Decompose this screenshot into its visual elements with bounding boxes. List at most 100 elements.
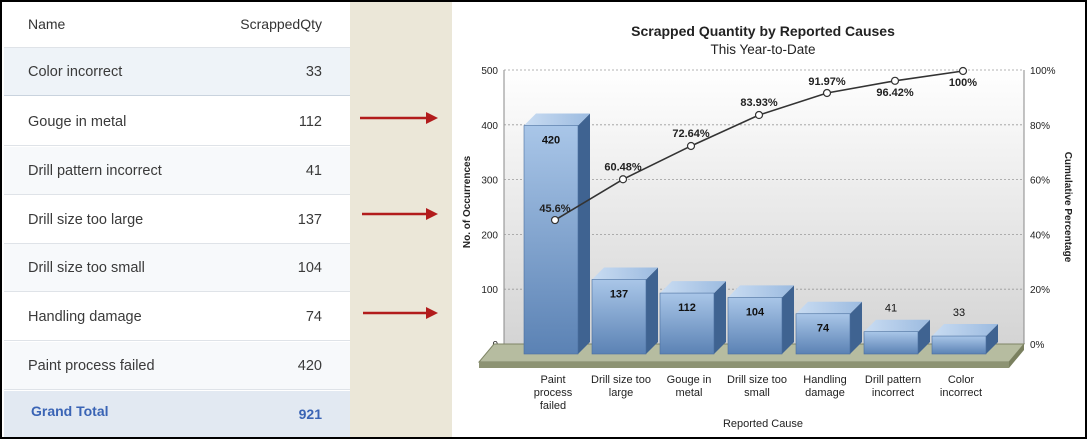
category-label: Paint process failed: [534, 374, 573, 412]
y2-axis-label: Cumulative Percentage: [1062, 152, 1073, 263]
table-row[interactable]: Color incorrect 33: [4, 48, 350, 96]
red-arrow-icon: [360, 112, 438, 124]
row-qty: 104: [297, 260, 322, 276]
gridlines: [504, 69, 1024, 290]
y-tick-label: 100: [481, 285, 498, 296]
row-name: Drill size too large: [28, 212, 144, 228]
bar: [863, 331, 919, 355]
annotation-gap: [350, 2, 452, 437]
row-qty: 74: [305, 309, 322, 325]
row-name: Color incorrect: [28, 64, 123, 80]
cumulative-label: 100%: [949, 77, 977, 89]
y-tick-label: 500: [481, 66, 498, 77]
bar-side: [646, 267, 658, 354]
chart-floor-edge: [479, 362, 1009, 368]
cumulative-point: [754, 110, 764, 120]
cumulative-point: [958, 66, 968, 76]
x-axis-label: Reported Cause: [723, 418, 803, 430]
row-name: Drill size too small: [28, 260, 145, 276]
cumulative-point: [890, 76, 900, 85]
bars: 420 137 112 104 74 41 33: [523, 113, 998, 355]
row-name: Gouge in metal: [28, 114, 127, 130]
cumulative-line: 45.6% 60.48% 72.64% 83.93% 91.97% 96.42% 100%: [539, 66, 977, 225]
cumulative-label: 45.6%: [539, 203, 570, 215]
cumulative-point: [686, 141, 696, 151]
bar-top: [932, 324, 998, 337]
row-qty: 137: [297, 212, 322, 228]
bar-side: [714, 281, 726, 354]
y-tick-label: 400: [481, 121, 498, 132]
cumulative-point: [550, 215, 560, 225]
bar-top: [864, 319, 930, 332]
cumulative-label: 91.97%: [808, 76, 846, 88]
category-labels: Paint process failed Drill size too large Gou…: [534, 374, 982, 412]
y-axis-label: No. of Occurrences: [462, 155, 473, 248]
bar-side: [850, 301, 862, 354]
scrap-table: Name ScrappedQty Color incorrect 33 Goug…: [4, 2, 350, 437]
bar: [795, 313, 851, 355]
table-row[interactable]: Drill pattern incorrect 41: [4, 147, 350, 195]
bar-value-label: 41: [885, 303, 897, 315]
bar-side: [986, 324, 998, 354]
y-tick-label: 200: [481, 230, 498, 241]
y2-tick-label: 60%: [1030, 176, 1050, 187]
category-label: Color incorrect: [940, 374, 982, 399]
bar: [591, 279, 647, 355]
y2-tick-label: 0%: [1030, 340, 1045, 351]
table-row[interactable]: Drill size too small 104: [4, 244, 350, 292]
row-name: Drill pattern incorrect: [28, 163, 162, 179]
category-label: Drill pattern incorrect: [865, 374, 921, 399]
y2-tick-label: 100%: [1030, 66, 1056, 77]
table-row[interactable]: Gouge in metal 112: [4, 98, 350, 146]
table-row[interactable]: Handling damage 74: [4, 293, 350, 341]
grand-total-value: 921: [298, 406, 322, 422]
category-label: Drill size too large: [591, 374, 651, 399]
cumulative-point: [822, 88, 832, 98]
bar-value-label: 104: [746, 306, 765, 318]
bar: [727, 297, 783, 355]
cumulative-label: 96.42%: [876, 87, 914, 99]
bar-top: [728, 285, 794, 298]
row-qty: 112: [298, 114, 322, 130]
row-name: Paint process failed: [28, 358, 155, 374]
grand-total-label: Grand Total: [31, 403, 109, 419]
bar-side: [782, 285, 794, 354]
y-tick-label: 300: [481, 176, 498, 187]
chart-title: Scrapped Quantity by Reported Causes: [631, 23, 895, 39]
y2-tick-label: 40%: [1030, 230, 1050, 241]
row-name: Handling damage: [28, 309, 142, 325]
chart-subtitle: This Year-to-Date: [710, 42, 815, 57]
y2-tick-label: 80%: [1030, 121, 1050, 132]
bar: [523, 125, 579, 355]
table-header-row: Name ScrappedQty: [4, 2, 350, 48]
cumulative-label: 83.93%: [740, 97, 778, 109]
red-arrow-icon: [362, 208, 438, 220]
category-label: Drill size too small: [727, 374, 787, 399]
bar-value-label: 137: [610, 288, 628, 300]
column-header-name[interactable]: Name: [28, 16, 66, 32]
axis-ticks: 01002003004005000%20%40%60%80%100%: [481, 66, 1055, 351]
bar-side: [578, 113, 590, 355]
column-header-scrappedqty[interactable]: ScrappedQty: [240, 16, 322, 32]
row-qty: 33: [305, 64, 322, 80]
bar-value-label: 33: [953, 307, 965, 319]
cumulative-label: 60.48%: [604, 161, 642, 173]
row-qty: 420: [297, 358, 322, 374]
red-arrow-icon: [363, 307, 438, 319]
table-row[interactable]: Paint process failed 420: [4, 342, 350, 390]
cumulative-point: [618, 175, 628, 184]
table-row[interactable]: Drill size too large 137: [4, 196, 350, 244]
chart-canvas: Scrapped Quantity by Reported Causes Thi…: [462, 23, 1073, 430]
bar-top: [796, 301, 862, 314]
category-label: Handling damage: [803, 374, 846, 399]
bar: [659, 292, 715, 355]
row-qty: 41: [305, 163, 322, 179]
bar-side: [918, 319, 930, 354]
bar-top: [524, 113, 590, 126]
pareto-chart: Scrapped Quantity by Reported Causes Thi…: [452, 2, 1085, 437]
bar-value-label: 112: [678, 302, 696, 314]
bar-value-label: 420: [542, 135, 560, 147]
grand-total-row: Grand Total 921: [4, 391, 350, 437]
bar-top: [592, 267, 658, 280]
chart-floor-side: [1009, 344, 1024, 368]
